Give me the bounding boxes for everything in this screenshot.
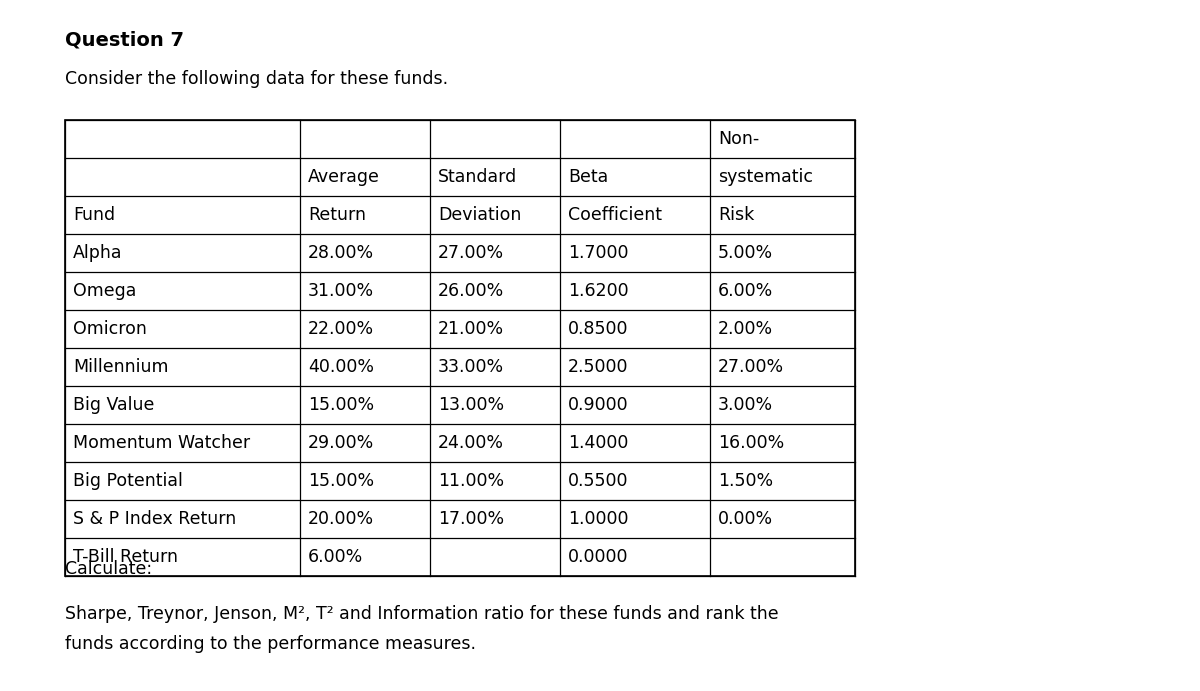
Text: 22.00%: 22.00% — [308, 320, 374, 338]
Text: 1.4000: 1.4000 — [568, 434, 629, 452]
Bar — [65, 120, 854, 576]
Text: Beta: Beta — [568, 168, 608, 186]
Text: 6.00%: 6.00% — [308, 548, 364, 566]
Text: 33.00%: 33.00% — [438, 358, 504, 376]
Text: 20.00%: 20.00% — [308, 510, 374, 528]
Text: 1.6200: 1.6200 — [568, 282, 629, 300]
Text: 2.5000: 2.5000 — [568, 358, 629, 376]
Text: 16.00%: 16.00% — [718, 434, 785, 452]
Text: Question 7: Question 7 — [65, 30, 184, 49]
Text: Deviation: Deviation — [438, 206, 521, 224]
Text: Return: Return — [308, 206, 366, 224]
Text: 21.00%: 21.00% — [438, 320, 504, 338]
Text: S & P Index Return: S & P Index Return — [73, 510, 236, 528]
Text: 27.00%: 27.00% — [438, 244, 504, 262]
Text: 15.00%: 15.00% — [308, 472, 374, 490]
Text: 6.00%: 6.00% — [718, 282, 773, 300]
Text: Millennium: Millennium — [73, 358, 168, 376]
Text: Big Value: Big Value — [73, 396, 155, 414]
Text: 0.00%: 0.00% — [718, 510, 773, 528]
Text: Momentum Watcher: Momentum Watcher — [73, 434, 250, 452]
Text: 2.00%: 2.00% — [718, 320, 773, 338]
Text: 0.0000: 0.0000 — [568, 548, 629, 566]
Text: Omicron: Omicron — [73, 320, 146, 338]
Text: 28.00%: 28.00% — [308, 244, 374, 262]
Text: T-Bill Return: T-Bill Return — [73, 548, 178, 566]
Text: Big Potential: Big Potential — [73, 472, 182, 490]
Text: Non-: Non- — [718, 130, 760, 148]
Text: Risk: Risk — [718, 206, 755, 224]
Text: 24.00%: 24.00% — [438, 434, 504, 452]
Text: 15.00%: 15.00% — [308, 396, 374, 414]
Text: Alpha: Alpha — [73, 244, 122, 262]
Text: 3.00%: 3.00% — [718, 396, 773, 414]
Text: Fund: Fund — [73, 206, 115, 224]
Text: 1.50%: 1.50% — [718, 472, 773, 490]
Text: Coefficient: Coefficient — [568, 206, 662, 224]
Text: funds according to the performance measures.: funds according to the performance measu… — [65, 635, 476, 653]
Text: Calculate:: Calculate: — [65, 560, 152, 578]
Text: Sharpe, Treynor, Jenson, M², T² and Information ratio for these funds and rank t: Sharpe, Treynor, Jenson, M², T² and Info… — [65, 605, 779, 623]
Text: 11.00%: 11.00% — [438, 472, 504, 490]
Text: 13.00%: 13.00% — [438, 396, 504, 414]
Text: Average: Average — [308, 168, 380, 186]
Text: 27.00%: 27.00% — [718, 358, 784, 376]
Text: 0.5500: 0.5500 — [568, 472, 629, 490]
Text: Consider the following data for these funds.: Consider the following data for these fu… — [65, 70, 448, 88]
Text: 29.00%: 29.00% — [308, 434, 374, 452]
Text: 0.8500: 0.8500 — [568, 320, 629, 338]
Text: 0.9000: 0.9000 — [568, 396, 629, 414]
Text: Standard: Standard — [438, 168, 517, 186]
Text: Omega: Omega — [73, 282, 137, 300]
Text: 17.00%: 17.00% — [438, 510, 504, 528]
Text: systematic: systematic — [718, 168, 814, 186]
Text: 1.7000: 1.7000 — [568, 244, 629, 262]
Text: 1.0000: 1.0000 — [568, 510, 629, 528]
Text: 31.00%: 31.00% — [308, 282, 374, 300]
Text: 40.00%: 40.00% — [308, 358, 374, 376]
Text: 26.00%: 26.00% — [438, 282, 504, 300]
Text: 5.00%: 5.00% — [718, 244, 773, 262]
